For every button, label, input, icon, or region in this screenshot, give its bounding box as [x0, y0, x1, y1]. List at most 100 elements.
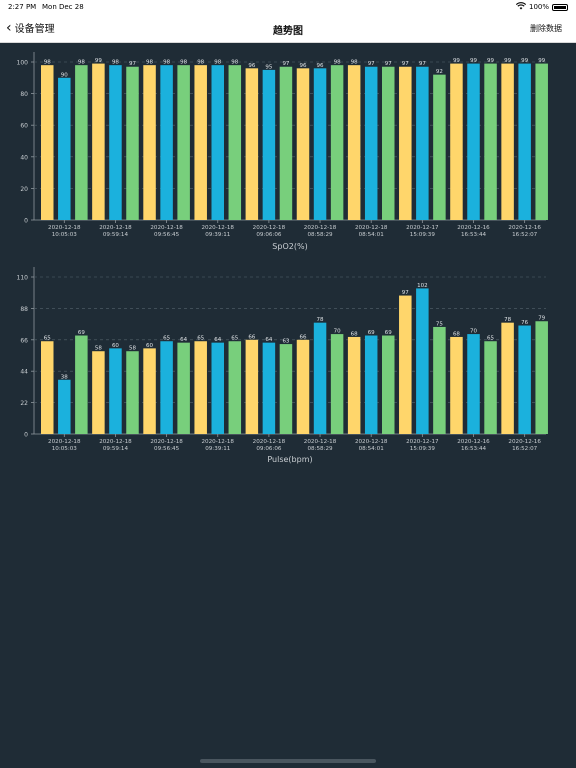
bar-value-label: 70 — [470, 329, 477, 335]
bar-value-label: 70 — [334, 329, 341, 335]
bar-value-label: 64 — [214, 337, 221, 343]
bar-value-label: 60 — [112, 343, 119, 349]
bar-value-label: 99 — [453, 58, 460, 64]
bar — [211, 342, 224, 434]
bar-value-label: 69 — [385, 330, 392, 336]
bar — [245, 68, 259, 220]
bar — [416, 66, 429, 221]
status-time: 2:27 PM — [8, 3, 37, 11]
x-tick-label: 2020-12-18 10:05:03 — [48, 439, 81, 452]
bar-value-label: 64 — [265, 337, 272, 343]
bar — [262, 342, 276, 434]
bar — [194, 65, 207, 220]
y-tick-label: 66 — [20, 337, 28, 344]
delete-data-button[interactable]: 删除数据 — [530, 24, 562, 33]
bar-value-label: 99 — [95, 58, 102, 64]
bar — [399, 295, 412, 434]
bar-value-label: 98 — [197, 60, 204, 66]
bar-value-label: 95 — [265, 64, 272, 70]
bar — [126, 66, 139, 221]
bar-value-label: 102 — [417, 283, 428, 289]
bar — [518, 325, 531, 434]
bar-value-label: 63 — [282, 339, 289, 345]
back-label: 设备管理 — [14, 24, 55, 35]
bar — [109, 348, 122, 434]
bar-value-label: 68 — [453, 331, 460, 337]
x-tick-label: 2020-12-18 09:06:06 — [253, 439, 286, 452]
y-tick-label: 0 — [24, 218, 28, 225]
x-tick-label: 2020-12-18 09:39:11 — [201, 225, 234, 238]
bar — [211, 65, 224, 220]
bar-value-label: 66 — [248, 334, 255, 340]
bar-value-label: 98 — [44, 60, 51, 66]
bar — [330, 65, 344, 220]
bar-value-label: 98 — [78, 60, 85, 66]
bar-value-label: 98 — [214, 60, 221, 66]
chevron-left-icon: ‹ — [6, 19, 12, 36]
x-tick-label: 2020-12-16 16:52:07 — [508, 225, 541, 238]
x-tick-label: 2020-12-18 08:54:01 — [355, 439, 388, 452]
bar — [416, 288, 429, 434]
bar — [535, 63, 548, 220]
y-tick-label: 20 — [20, 186, 28, 193]
bar-value-label: 92 — [436, 69, 443, 75]
y-tick-label: 0 — [24, 432, 28, 439]
status-date: Mon Dec 28 — [42, 3, 84, 11]
bar — [382, 66, 395, 221]
x-axis-title: Pulse(bpm) — [267, 455, 312, 464]
y-tick-label: 110 — [17, 275, 29, 282]
bar-value-label: 78 — [504, 317, 511, 323]
bar — [75, 335, 88, 434]
bar-value-label: 98 — [163, 60, 170, 66]
chart-1: 0 20 40 60 80 100 98 90 98 99 98 97 98 98 98 98 98 98 96 95… — [17, 52, 548, 251]
bar-value-label: 75 — [436, 321, 443, 327]
bar-value-label: 99 — [487, 58, 494, 64]
bar-value-label: 99 — [538, 58, 545, 64]
bar — [501, 322, 514, 434]
bar-value-label: 99 — [521, 58, 528, 64]
bar-value-label: 99 — [504, 58, 511, 64]
bar — [364, 335, 378, 434]
back-button[interactable]: ‹ 设备管理 — [6, 19, 55, 36]
x-tick-label: 2020-12-18 09:59:14 — [99, 225, 132, 238]
status-right: 100% — [515, 2, 568, 12]
bar — [41, 341, 54, 434]
bar — [484, 341, 497, 434]
bar-value-label: 90 — [61, 72, 68, 78]
x-axis-title: SpO2(%) — [272, 242, 307, 251]
bar-value-label: 98 — [180, 60, 187, 66]
bar-value-label: 65 — [44, 336, 51, 342]
x-tick-label: 2020-12-16 16:52:07 — [508, 439, 541, 452]
y-tick-label: 22 — [20, 400, 28, 407]
bar-value-label: 65 — [231, 336, 238, 342]
bar — [467, 334, 480, 434]
x-tick-label: 2020-12-18 09:06:06 — [253, 225, 286, 238]
bar — [450, 336, 463, 434]
bar-value-label: 98 — [231, 60, 238, 66]
battery-icon — [552, 3, 568, 11]
bar — [245, 339, 259, 434]
bar-value-label: 96 — [317, 63, 324, 69]
bar — [177, 342, 190, 434]
bar-value-label: 97 — [129, 61, 136, 67]
bar — [143, 348, 156, 434]
bar — [364, 66, 378, 221]
bar-value-label: 96 — [300, 63, 307, 69]
bar — [228, 65, 242, 220]
bar-value-label: 99 — [470, 58, 477, 64]
wifi-icon — [515, 2, 527, 12]
bar — [382, 335, 395, 434]
bar — [501, 63, 514, 220]
battery-percent: 100% — [528, 3, 549, 11]
x-tick-label: 2020-12-18 09:56:45 — [150, 225, 183, 238]
bar — [433, 74, 446, 220]
x-tick-label: 2020-12-18 08:54:01 — [355, 225, 388, 238]
bar — [75, 65, 88, 220]
bar — [279, 344, 293, 434]
bar-value-label: 97 — [385, 61, 392, 67]
y-tick-label: 60 — [20, 123, 28, 130]
x-tick-label: 2020-12-18 08:58:29 — [304, 439, 337, 452]
bar — [177, 65, 190, 220]
bar — [41, 65, 54, 220]
bar-value-label: 69 — [368, 330, 375, 336]
